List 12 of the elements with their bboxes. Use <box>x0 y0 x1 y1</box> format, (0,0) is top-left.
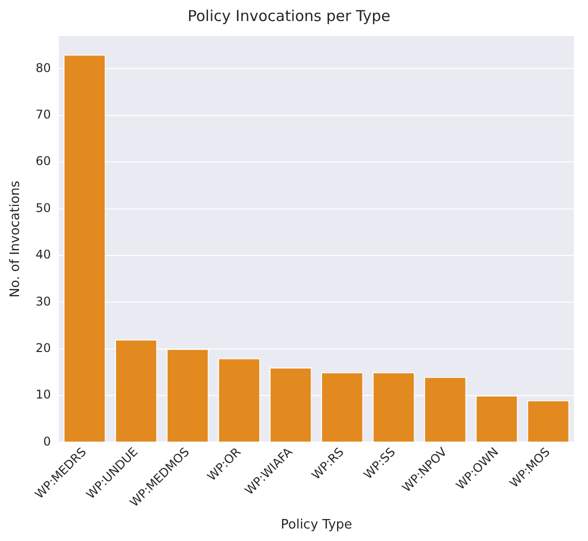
y-tick-label: 60 <box>36 154 51 168</box>
y-axis-title: No. of Invocations <box>8 180 24 298</box>
y-tick-label: 70 <box>36 108 51 122</box>
y-tick-label: 20 <box>36 340 51 355</box>
y-tick-label: 0 <box>43 434 51 448</box>
y-tick-label: 80 <box>36 60 51 75</box>
chart-title: Policy Invocations per Type <box>188 6 390 25</box>
y-tick-label: 40 <box>36 248 51 262</box>
y-tick-label: 50 <box>36 200 51 215</box>
y-tick-label: 30 <box>36 294 51 308</box>
x-axis-title: Policy Type <box>280 518 352 533</box>
y-tick-label: 10 <box>36 388 51 402</box>
